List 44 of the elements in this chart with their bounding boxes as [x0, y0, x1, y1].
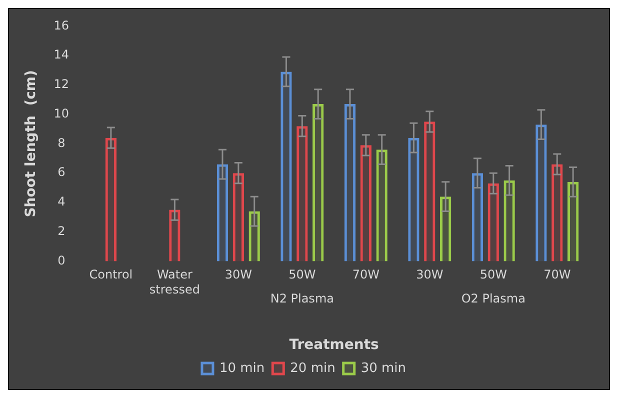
x-tick-label: 70W	[352, 267, 380, 282]
bar	[408, 138, 420, 262]
x-tick-label: Control	[89, 267, 133, 282]
bar	[472, 173, 484, 262]
y-tick-label: 4	[58, 194, 66, 209]
x-tick-label: 30W	[224, 267, 252, 282]
legend-label: 20 min	[290, 360, 336, 376]
bar	[376, 150, 388, 262]
bar	[488, 183, 499, 262]
bar	[216, 164, 228, 262]
bar	[296, 126, 308, 262]
y-tick-label: 0	[58, 253, 66, 268]
bar	[105, 138, 117, 262]
bar	[280, 72, 292, 262]
bar	[169, 210, 180, 262]
y-tick-label: 6	[58, 165, 66, 180]
x-tick-label: 50W	[480, 267, 508, 282]
bar	[504, 180, 515, 262]
y-axis-title: Shoot length (cm)	[23, 70, 40, 218]
bar	[312, 104, 324, 262]
y-tick-label: 14	[54, 48, 70, 62]
y-tick-label: 12	[54, 77, 70, 92]
x-axis-title: Treatments	[289, 337, 379, 354]
bar	[248, 211, 260, 262]
x-tick-label: 30W	[416, 267, 444, 282]
y-tick-label: 2	[58, 224, 66, 238]
y-tick-label: 8	[58, 136, 66, 150]
x-tick-label: Water stressed	[149, 267, 200, 296]
bar	[536, 124, 547, 262]
bar	[232, 173, 244, 262]
text: O2 Plasma	[461, 291, 526, 306]
bar	[424, 122, 436, 262]
legend-label: 30 min	[360, 360, 406, 376]
bar	[440, 196, 452, 262]
y-tick-label: 10	[54, 106, 70, 120]
bar	[567, 182, 579, 262]
x-tick-label: 70W	[544, 267, 571, 282]
bar	[360, 145, 372, 262]
y-tick-label: 16	[54, 18, 70, 32]
bar	[552, 164, 563, 262]
bar	[344, 104, 356, 262]
text: N2 Plasma	[270, 291, 334, 306]
x-tick-label: 50W	[288, 267, 316, 282]
legend-label: 10 min	[219, 360, 265, 376]
